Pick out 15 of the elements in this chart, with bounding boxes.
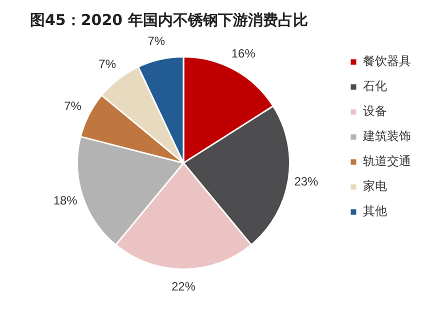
legend-label: 餐饮器具 [363,54,411,68]
legend-label: 石化 [363,79,387,94]
data-label: 7% [148,34,166,48]
legend-label: 家电 [363,179,387,194]
data-label: 7% [98,57,116,72]
data-label: 16% [231,46,256,60]
data-label: 23% [294,174,319,189]
data-label: 22% [171,280,196,294]
legend-label: 建筑装饰 [362,129,411,144]
legend-label: 其他 [363,204,387,218]
data-label: 18% [53,194,78,208]
data-label: 7% [64,98,82,113]
legend-label: 设备 [363,104,387,118]
chart-title: 图45：2020 年国内不锈钢下游消费占比 [30,10,308,29]
legend-label: 轨道交通 [363,154,411,168]
